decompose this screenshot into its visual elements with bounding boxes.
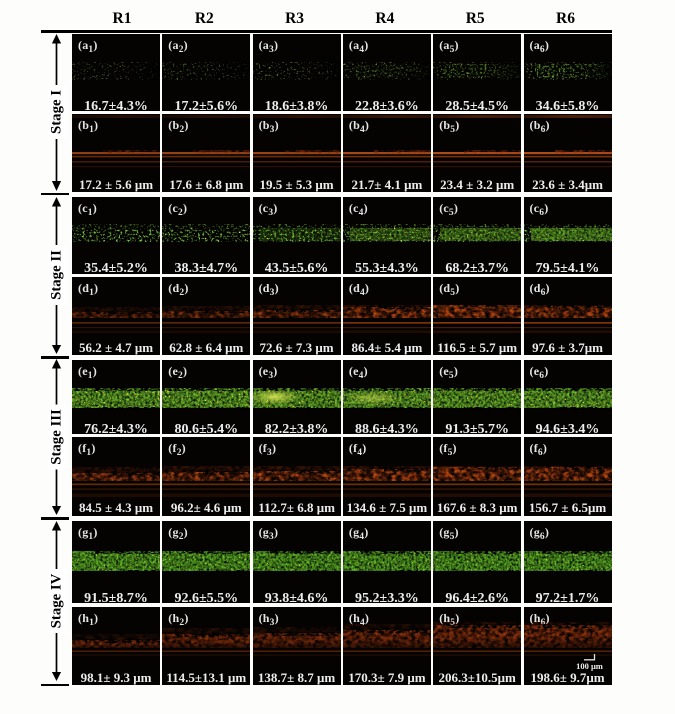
svg-text:Stage II: Stage II — [49, 250, 65, 300]
svg-text:R4: R4 — [375, 10, 394, 27]
svg-text:Stage I: Stage I — [49, 90, 65, 134]
svg-text:R6: R6 — [556, 10, 575, 27]
svg-text:R2: R2 — [195, 10, 214, 27]
svg-text:Stage III: Stage III — [49, 409, 65, 465]
svg-text:R5: R5 — [466, 10, 485, 27]
svg-text:Stage IV: Stage IV — [49, 573, 65, 628]
svg-text:R3: R3 — [285, 10, 304, 27]
svg-text:R1: R1 — [113, 10, 132, 27]
